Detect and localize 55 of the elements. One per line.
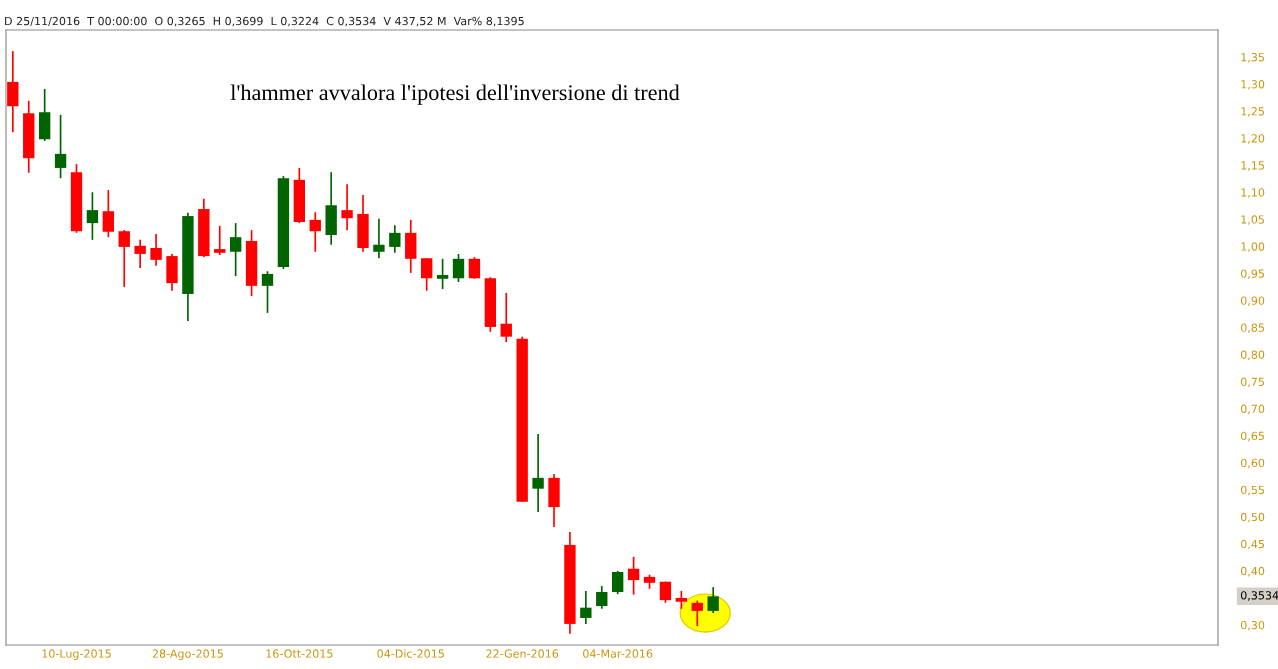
y-tick-label: 0,70	[1240, 404, 1265, 415]
x-tick-label: 04-Mar-2016	[583, 649, 653, 658]
y-tick-label: 0,75	[1240, 377, 1264, 388]
candlestick	[309, 211, 321, 253]
y-tick-label: 1,20	[1241, 134, 1265, 144]
y-tick-label: 0,85	[1240, 323, 1264, 334]
x-tick-label: 22-Gen-2016	[486, 649, 559, 658]
x-tick-label: 10-Lug-2015	[42, 649, 111, 660]
candlestick	[373, 217, 385, 260]
y-tick-label: 0,50	[1240, 512, 1265, 523]
candlestick	[229, 222, 242, 277]
y-tick-label: 1,30	[1241, 80, 1265, 90]
candlestick	[580, 590, 592, 625]
y-tick-label: 0,55	[1240, 485, 1264, 496]
candlestick	[452, 253, 465, 283]
y-tick-label: 1,10	[1241, 188, 1265, 198]
y-tick-label: 0,90	[1240, 296, 1265, 306]
candlestick	[612, 570, 624, 595]
candlestick	[150, 233, 162, 267]
candlestick	[389, 224, 401, 254]
y-tick-label: 0,30	[1240, 620, 1265, 631]
candlestick	[627, 555, 640, 596]
candlestick	[596, 585, 608, 610]
candlestick	[54, 114, 67, 180]
candlestick	[134, 239, 146, 269]
y-tick-label: 1,15	[1241, 161, 1264, 171]
y-tick-label: 0,95	[1240, 269, 1264, 279]
y-tick-label: 1,05	[1241, 215, 1264, 225]
candlestick	[102, 189, 115, 238]
text: 0,3534	[1240, 591, 1278, 601]
y-tick-label: 0,40	[1240, 566, 1265, 577]
candlestick	[532, 433, 544, 513]
candlestick	[261, 270, 274, 314]
y-tick-label: 0,65	[1240, 431, 1264, 442]
candlestick	[691, 599, 703, 627]
candlestick	[86, 191, 99, 241]
candlestick	[420, 257, 433, 292]
candlestick	[500, 292, 512, 343]
y-tick-label: 0,45	[1240, 539, 1264, 550]
candlestick	[214, 224, 226, 256]
y-tick-label: 0,60	[1240, 458, 1265, 469]
x-tick-label: 04-Dic-2015	[377, 649, 444, 658]
x-tick-label: 16-Ott-2015	[266, 649, 333, 658]
y-tick-label: 1,35	[1241, 53, 1264, 63]
y-tick-label: 0,80	[1240, 350, 1265, 361]
candlestick	[341, 183, 353, 231]
text: D 25/11/2016 T 00:00:00 O 0,3265 H 0,3699 L 0,3224 C 0,3534 V 437,52 M Var% 8,1395	[5, 16, 524, 27]
candlestick	[118, 229, 130, 288]
annotation: l'hammer avvalora l'ipotesi dell'inversione di trend	[230, 84, 680, 105]
x-tick-label: 28-Ago-2015	[152, 649, 223, 660]
candlestick	[436, 257, 449, 290]
candlestick	[707, 586, 719, 614]
candlestick	[468, 256, 481, 280]
y-tick-label: 1,25	[1241, 107, 1264, 117]
y-tick-label: 1,00	[1241, 242, 1265, 252]
